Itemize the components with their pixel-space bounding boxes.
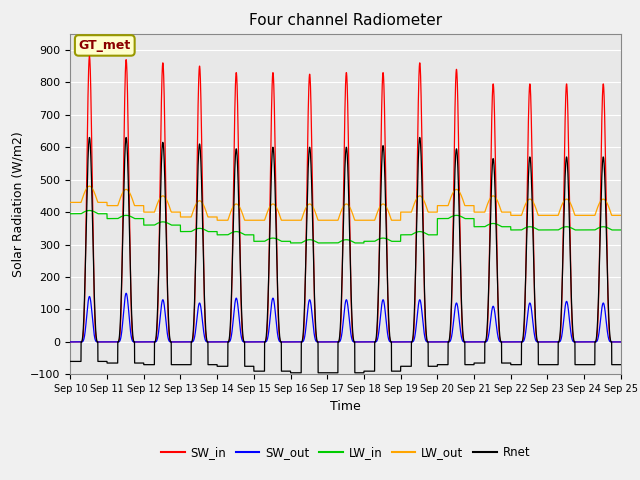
Title: Four channel Radiometer: Four channel Radiometer (249, 13, 442, 28)
Text: GT_met: GT_met (79, 39, 131, 52)
X-axis label: Time: Time (330, 400, 361, 413)
Y-axis label: Solar Radiation (W/m2): Solar Radiation (W/m2) (12, 131, 25, 277)
Legend: SW_in, SW_out, LW_in, LW_out, Rnet: SW_in, SW_out, LW_in, LW_out, Rnet (156, 442, 535, 464)
